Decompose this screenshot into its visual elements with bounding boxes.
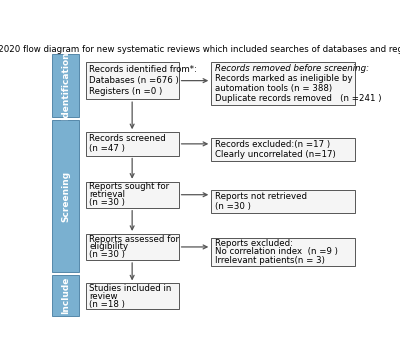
Text: (n =47 ): (n =47 ) — [89, 145, 125, 154]
Text: No correlation index  (n =9 ): No correlation index (n =9 ) — [215, 247, 338, 256]
FancyBboxPatch shape — [211, 190, 355, 213]
Text: Reports assessed for: Reports assessed for — [89, 235, 179, 243]
FancyBboxPatch shape — [52, 275, 80, 316]
FancyBboxPatch shape — [86, 132, 179, 156]
Text: Irrelevant patients(n = 3): Irrelevant patients(n = 3) — [215, 256, 325, 265]
Text: Clearly uncorrelated (n=17): Clearly uncorrelated (n=17) — [215, 150, 336, 159]
Text: Identification: Identification — [61, 51, 70, 120]
Text: Studies included in: Studies included in — [89, 284, 172, 293]
Text: Records screened: Records screened — [89, 134, 166, 143]
Text: review: review — [89, 292, 118, 301]
Text: retrieval: retrieval — [89, 190, 125, 199]
Text: (n =30 ): (n =30 ) — [215, 202, 251, 211]
FancyBboxPatch shape — [86, 62, 179, 99]
Text: Reports excluded:: Reports excluded: — [215, 239, 293, 248]
FancyBboxPatch shape — [52, 120, 80, 272]
Text: Records marked as ineligible by: Records marked as ineligible by — [215, 74, 352, 83]
Text: Duplicate records removed   (n =241 ): Duplicate records removed (n =241 ) — [215, 94, 382, 103]
Text: Reports not retrieved: Reports not retrieved — [215, 192, 307, 201]
FancyBboxPatch shape — [86, 234, 179, 260]
Text: Include: Include — [61, 277, 70, 315]
Text: (n =18 ): (n =18 ) — [89, 300, 125, 309]
Text: Registers (n =0 ): Registers (n =0 ) — [89, 87, 163, 96]
Text: (n =30 ): (n =30 ) — [89, 250, 125, 259]
Text: Screening: Screening — [61, 171, 70, 222]
Text: Databases (n =676 ): Databases (n =676 ) — [89, 76, 179, 85]
Text: Reports sought for: Reports sought for — [89, 182, 170, 191]
Text: eligibility: eligibility — [89, 242, 128, 251]
Text: Records identified from*:: Records identified from*: — [89, 65, 197, 74]
Text: automation tools (n = 388): automation tools (n = 388) — [215, 84, 332, 93]
FancyBboxPatch shape — [52, 54, 80, 117]
Text: Records excluded:(n =17 ): Records excluded:(n =17 ) — [215, 140, 330, 149]
FancyBboxPatch shape — [211, 62, 355, 105]
FancyBboxPatch shape — [211, 138, 355, 161]
Text: PRISMA 2020 flow diagram for new systematic reviews which included searches of d: PRISMA 2020 flow diagram for new systema… — [0, 45, 400, 54]
FancyBboxPatch shape — [86, 283, 179, 310]
Text: (n =30 ): (n =30 ) — [89, 198, 125, 207]
FancyBboxPatch shape — [211, 238, 355, 266]
FancyBboxPatch shape — [86, 182, 179, 208]
Text: Records removed before screening:: Records removed before screening: — [215, 64, 369, 73]
